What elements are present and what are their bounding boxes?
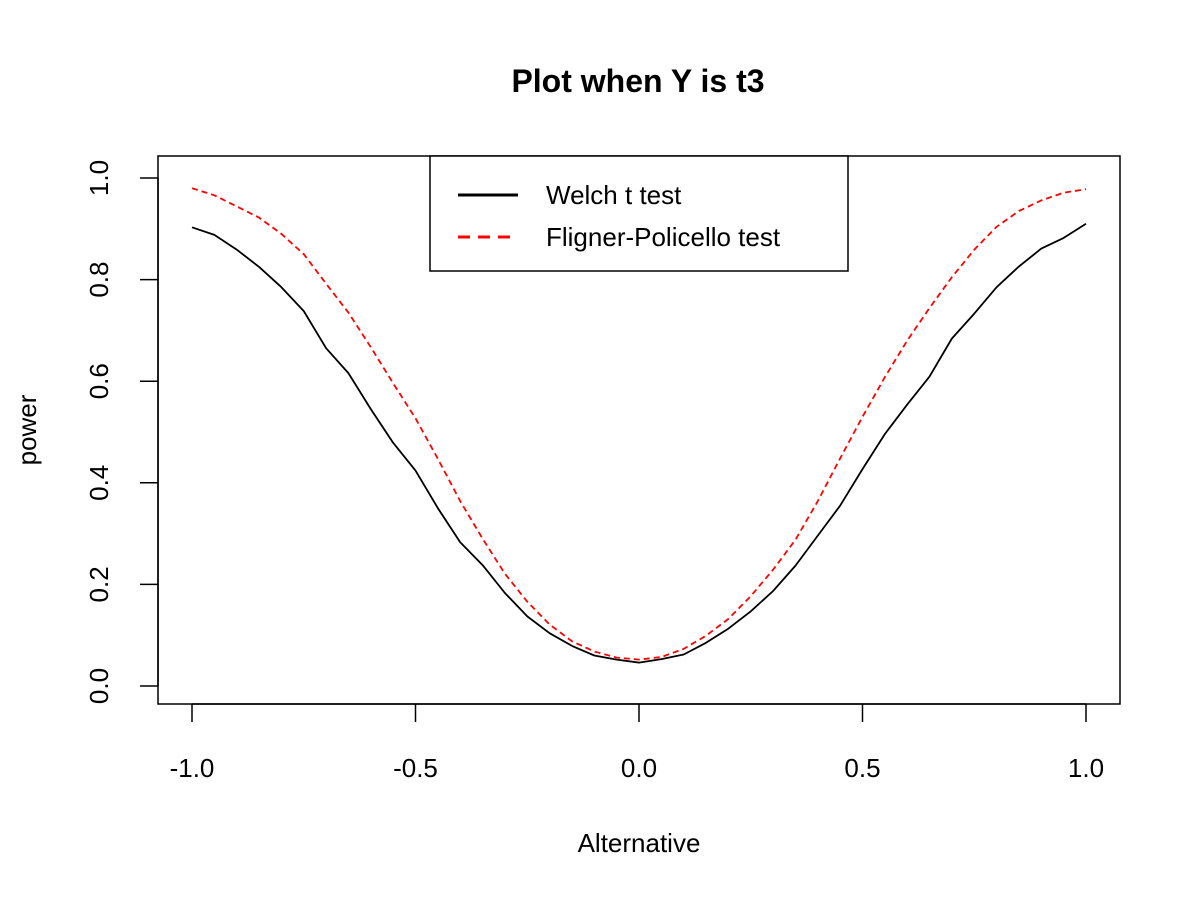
x-tick-label: 0.5 [844, 753, 880, 783]
x-tick-label: -1.0 [170, 753, 215, 783]
y-axis-label: power [12, 394, 42, 465]
legend-label-welch: Welch t test [546, 180, 682, 210]
series-line-welch [191, 222, 1087, 664]
y-tick-label: 0.2 [84, 566, 114, 602]
legend-label-fligner-policello: Fligner-Policello test [546, 222, 781, 252]
y-tick-label: 0.4 [84, 465, 114, 501]
x-tick-label: 0.0 [621, 753, 657, 783]
chart-title: Plot when Y is t3 [511, 63, 764, 99]
x-tick-label: -0.5 [393, 753, 438, 783]
y-tick-label: 0.8 [84, 262, 114, 298]
y-tick-label: 0.6 [84, 363, 114, 399]
y-tick-label: 1.0 [84, 160, 114, 196]
series-layer [191, 187, 1087, 664]
series-line-fligner-policello [191, 187, 1087, 661]
x-axis-label: Alternative [578, 828, 701, 858]
legend: Welch t test Fligner-Policello test [429, 155, 849, 272]
y-tick-label: 0.0 [84, 668, 114, 704]
y-axis: 0.0 0.2 0.4 0.6 0.8 1.0 [84, 160, 159, 704]
legend-box [429, 155, 849, 272]
x-tick-label: 1.0 [1068, 753, 1104, 783]
x-axis: -1.0 -0.5 0.0 0.5 1.0 [170, 703, 1104, 783]
